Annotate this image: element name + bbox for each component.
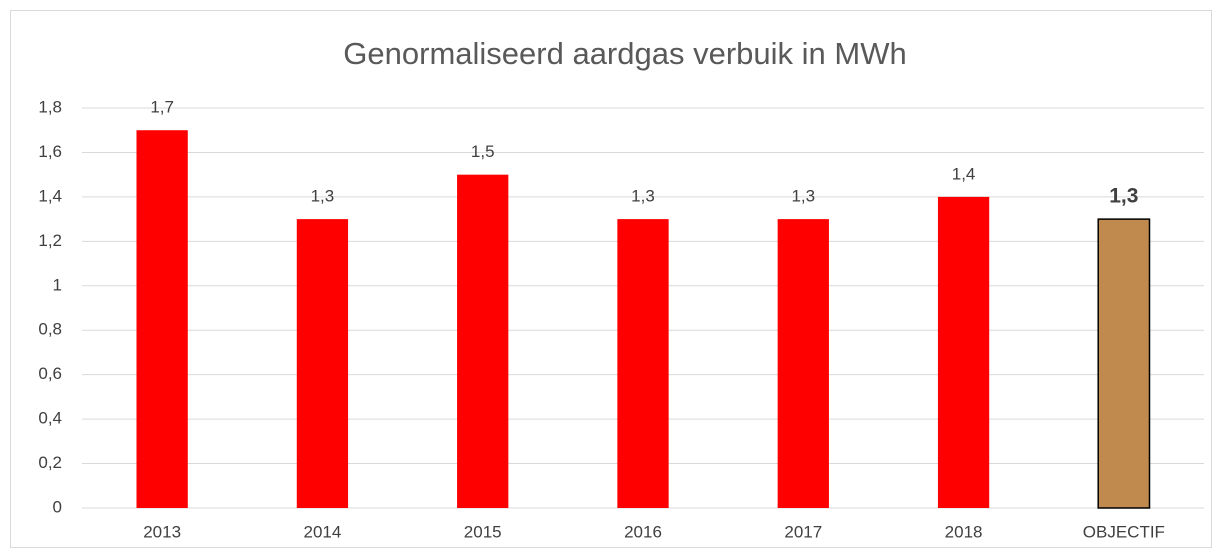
chart: Genormaliseerd aardgas verbuik in MWh 0 0… bbox=[0, 0, 1222, 558]
y-tick-label: 0 bbox=[53, 497, 62, 516]
x-tick-label: OBJECTIF bbox=[1083, 522, 1165, 541]
y-tick-label: 1,4 bbox=[38, 186, 62, 205]
y-tick-label: 1,6 bbox=[38, 142, 62, 161]
bar bbox=[938, 197, 989, 508]
bar bbox=[297, 219, 348, 508]
bar bbox=[136, 130, 187, 508]
y-tick-label: 1 bbox=[53, 275, 62, 294]
page: Genormaliseerd aardgas verbuik in MWh 0 0… bbox=[0, 0, 1222, 558]
chart-border bbox=[11, 11, 1212, 548]
y-tick-label: 0,2 bbox=[38, 453, 62, 472]
bar bbox=[457, 175, 508, 508]
chart-title: Genormaliseerd aardgas verbuik in MWh bbox=[343, 36, 906, 71]
y-tick-label: 0,6 bbox=[38, 364, 62, 383]
x-tick-label: 2013 bbox=[143, 522, 181, 541]
y-tick-label: 0,8 bbox=[38, 320, 62, 339]
data-label: 1,4 bbox=[952, 164, 976, 183]
y-tick-label: 1,8 bbox=[38, 97, 62, 116]
data-label: 1,3 bbox=[1109, 185, 1138, 208]
data-label: 1,3 bbox=[311, 187, 335, 206]
y-tick-label: 1,2 bbox=[38, 231, 62, 250]
data-label: 1,7 bbox=[150, 98, 174, 117]
x-tick-label: 2016 bbox=[624, 522, 662, 541]
data-label: 1,3 bbox=[791, 187, 815, 206]
x-tick-label: 2017 bbox=[784, 522, 822, 541]
x-tick-label: 2018 bbox=[945, 522, 983, 541]
data-label: 1,5 bbox=[471, 142, 495, 161]
y-tick-label: 0,4 bbox=[38, 409, 62, 428]
bar bbox=[778, 219, 829, 508]
x-tick-label: 2015 bbox=[464, 522, 502, 541]
data-label: 1,3 bbox=[631, 187, 655, 206]
x-tick-label: 2014 bbox=[304, 522, 342, 541]
bar bbox=[617, 219, 668, 508]
bar bbox=[1098, 219, 1149, 508]
